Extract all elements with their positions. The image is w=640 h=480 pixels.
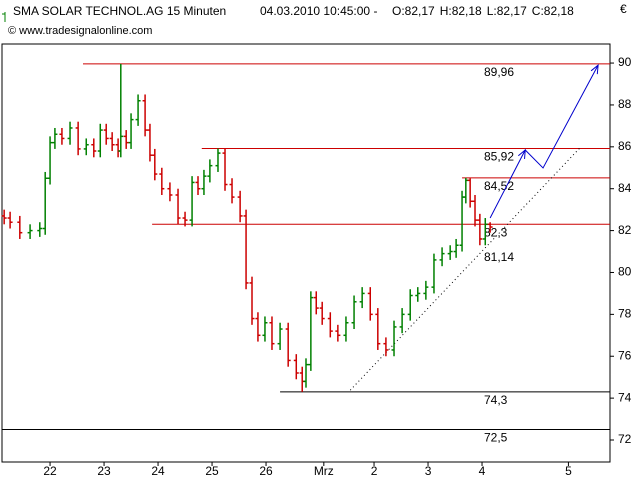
- level-label: 84,52: [484, 179, 514, 193]
- level-label: 81,14: [484, 250, 514, 264]
- level-label: 82,3: [484, 225, 508, 239]
- y-tick-label: 84: [618, 181, 632, 195]
- x-tick-label: 4: [479, 464, 486, 478]
- y-tick-label: 80: [618, 265, 632, 279]
- x-tick-label: 25: [205, 464, 219, 478]
- quote-value: O:82,17: [392, 4, 435, 18]
- y-tick-label: 74: [618, 390, 632, 404]
- y-tick-label: 78: [618, 307, 632, 321]
- level-label: 74,3: [484, 393, 508, 407]
- level-label: 89,96: [484, 65, 514, 79]
- x-tick-label: 23: [97, 464, 111, 478]
- quote-value: C:82,18: [532, 4, 574, 18]
- y-tick-label: 72: [618, 432, 632, 446]
- level-label: 72,5: [484, 431, 508, 445]
- x-tick-label: 5: [565, 464, 572, 478]
- level-label: 85,92: [484, 150, 514, 164]
- x-tick-label: 2: [371, 464, 378, 478]
- y-tick-label: 76: [618, 348, 632, 362]
- x-tick-label: 3: [425, 464, 432, 478]
- quote-value: H:82,18: [440, 4, 482, 18]
- y-tick-label: 86: [618, 139, 632, 153]
- timestamp: 04.03.2010 10:45:00 -: [260, 4, 377, 18]
- source: © www.tradesignalonline.com: [8, 25, 152, 37]
- arrow-head: [590, 64, 599, 75]
- x-tick-label: Mrz: [314, 464, 334, 478]
- forecast-path: [489, 64, 599, 219]
- x-tick-label: 22: [43, 464, 57, 478]
- y-tick-label: 88: [618, 97, 632, 111]
- chart-title: SMA SOLAR TECHNOL.AG 15 Minuten: [13, 4, 226, 18]
- y-tick-label: 82: [618, 223, 632, 237]
- x-tick-label: 24: [151, 464, 165, 478]
- plot-frame: [1, 43, 611, 463]
- currency: €: [620, 2, 627, 16]
- quote-value: L:82,17: [487, 4, 527, 18]
- x-tick-label: 26: [259, 464, 273, 478]
- y-tick-label: 90: [618, 55, 632, 69]
- arrow-head: [517, 148, 526, 159]
